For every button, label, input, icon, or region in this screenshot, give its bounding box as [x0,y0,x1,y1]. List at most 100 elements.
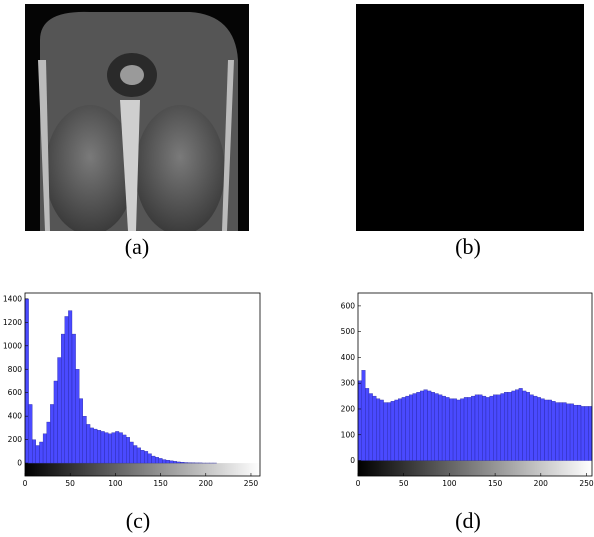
y-tick-label: 400 [341,353,356,362]
y-tick-label: 600 [8,388,23,397]
bar [438,394,443,461]
bar [423,389,428,461]
bar [35,445,40,464]
bar [357,380,362,461]
y-tick-label: 0 [350,456,355,465]
bar [136,447,141,464]
bar [390,401,395,461]
bar [173,461,177,464]
bar [463,397,468,461]
bar [493,394,498,461]
bar [441,395,446,461]
bar [383,402,388,461]
bar [460,398,465,461]
bar [558,402,563,461]
bar [75,369,80,464]
bar [401,397,406,461]
bar [46,421,51,464]
bar [547,399,552,461]
bar [573,404,578,461]
bar [158,458,163,464]
bar [53,380,58,464]
bar [555,402,560,461]
bar [537,397,541,461]
bar [42,433,47,464]
y-tick-label: 800 [8,365,23,374]
bar [394,399,399,461]
bar [511,390,516,461]
x-tick-label: 250 [579,479,594,488]
bar [430,392,435,461]
bar [165,460,170,464]
bar [412,393,417,461]
y-tick-label: 200 [8,435,23,444]
bar [489,395,494,461]
y-tick-label: 600 [341,301,356,310]
bar [434,393,439,461]
bar [420,390,424,461]
bar [449,398,454,461]
intensity-bar [25,463,260,476]
bar [82,416,87,464]
bar [562,402,567,461]
bar [496,394,501,461]
bar [522,390,527,461]
x-tick-label: 0 [23,479,28,488]
bar [577,404,582,461]
bar [387,402,392,461]
caption: (a) [125,234,149,259]
bar [169,460,174,464]
x-tick-label: 100 [108,479,123,488]
bar [566,403,571,461]
bar [115,431,120,464]
bar [372,395,377,461]
y-tick-label: 200 [341,404,356,413]
bar [485,397,490,461]
y-tick-label: 1200 [3,318,22,327]
bar [155,457,159,464]
y-tick-label: 300 [341,379,356,388]
x-tick-label: 100 [442,479,457,488]
bar [61,333,65,464]
bar [365,388,370,461]
y-tick-label: 500 [341,327,356,336]
bar [471,395,476,461]
bar [89,427,94,464]
bar [133,445,138,464]
bar [32,439,36,464]
bar [379,399,384,461]
bar [126,437,130,464]
bar [474,394,479,461]
bar [409,394,413,461]
bar [500,393,505,461]
bar [162,459,167,464]
bar [405,395,410,461]
bar [569,403,574,461]
bar [504,392,509,461]
bar [129,441,134,464]
bar [580,406,585,461]
caption: (b) [455,234,481,259]
bar [71,333,76,464]
bar [93,428,98,464]
bar [467,397,472,461]
y-tick-label: 1000 [3,341,22,350]
mri-image [25,4,249,231]
bar [180,462,185,464]
caption: (c) [126,508,150,533]
x-tick-label: 50 [399,479,409,488]
x-tick-label: 200 [199,479,214,488]
caption: (d) [455,508,481,533]
bar [79,398,83,464]
bar [68,310,73,464]
bar [584,406,589,461]
bar [108,433,112,464]
x-tick-label: 150 [488,479,503,488]
y-tick-label: 0 [17,459,22,468]
bar [144,451,149,464]
bar [518,388,523,461]
bar [122,434,127,464]
x-tick-label: 0 [356,479,361,488]
bar [427,390,432,461]
